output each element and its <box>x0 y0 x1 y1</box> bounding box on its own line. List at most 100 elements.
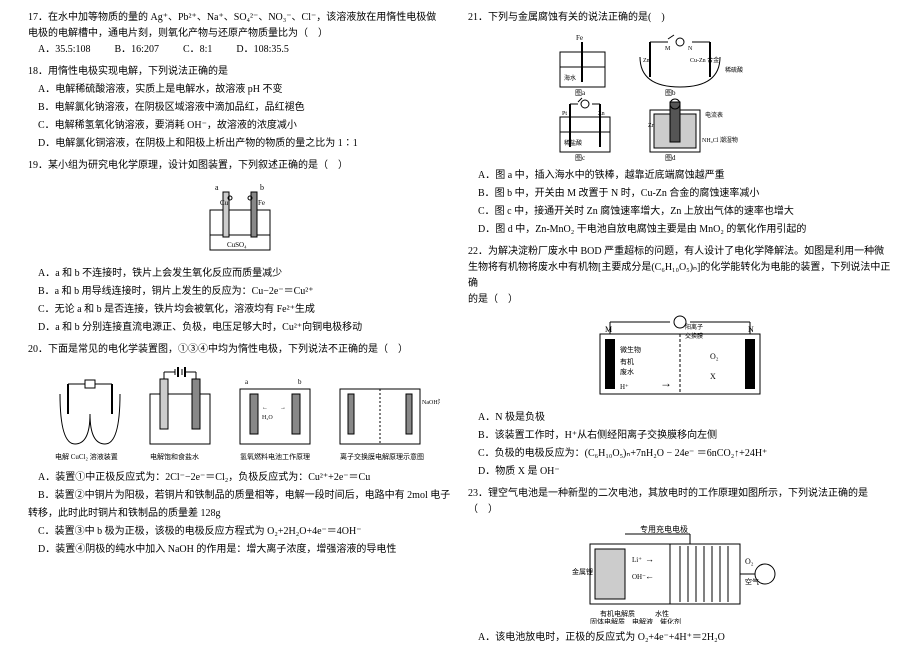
svg-text:M: M <box>665 46 671 52</box>
q21-opt-a: A．图 a 中，插入海水中的铁棒，越靠近底端腐蚀越严重 <box>478 168 892 184</box>
q18-opt-b: B．电解氯化钠溶液，在阴极区域溶液中滴加品红，品红褪色 <box>38 100 452 116</box>
q20-opt-b2: 转移，此时此时铜片和铁制品的质量差 128g <box>28 506 452 522</box>
svg-text:图d: 图d <box>665 154 676 162</box>
left-column: 17．在水中加等物质的量的 Ag⁺、Pb²⁺、Na⁺、SO₄²⁻、NO₃⁻、Cl… <box>20 10 460 641</box>
svg-text:a: a <box>245 378 249 386</box>
q20: 20．下面是常见的电化学装置图，①③④中均为惰性电极，下列说法不正确的是（ ） … <box>28 342 452 558</box>
svg-text:NH₄Cl 潮湿物: NH₄Cl 潮湿物 <box>702 136 738 144</box>
q22-stem2: 生物将有机物将废水中有机物[主要成分是(C₆H₁₀O₅)ₙ]的化学能转化为电能的… <box>468 260 892 292</box>
q17: 17．在水中加等物质的量的 Ag⁺、Pb²⁺、Na⁺、SO₄²⁻、NO₃⁻、Cl… <box>28 10 452 58</box>
svg-text:H₂O: H₂O <box>262 415 273 421</box>
q19-opt-b: B．a 和 b 用导线连接时，铜片上发生的反应为：Cu−2e⁻＝Cu²⁺ <box>38 284 452 300</box>
svg-text:废水: 废水 <box>620 367 634 376</box>
svg-text:NaOH溶液: NaOH溶液 <box>422 398 440 406</box>
svg-text:交换膜: 交换膜 <box>685 332 703 340</box>
q17-opt-d: D．108:35.5 <box>236 42 289 58</box>
q19-figure: a b Cu Fe CuSO₄ <box>195 180 285 260</box>
q17-stem1: 17．在水中加等物质的量的 Ag⁺、Pb²⁺、Na⁺、SO₄²⁻、NO₃⁻、Cl… <box>28 10 452 26</box>
svg-text:稀盐酸: 稀盐酸 <box>564 139 582 147</box>
q20-stem: 20．下面是常见的电化学装置图，①③④中均为惰性电极，下列说法不正确的是（ ） <box>28 342 452 358</box>
right-column: 21．下列与金属腐蚀有关的说法正确的是( ) Fe 海水 图a M N Zn C… <box>460 10 900 641</box>
svg-text:电流表: 电流表 <box>705 111 723 119</box>
svg-text:OH⁻: OH⁻ <box>632 573 646 581</box>
svg-text:O₂: O₂ <box>745 557 754 566</box>
q21-opt-b: B．图 b 中，开关由 M 改置于 N 时，Cu-Zn 合金的腐蚀速率减小 <box>478 186 892 202</box>
svg-text:Cu: Cu <box>220 199 229 207</box>
q22-opt-a: A．N 极是负极 <box>478 410 892 426</box>
q22-stem1: 22．为解决淀粉厂废水中 BOD 严重超标的问题，有人设计了电化学降解法。如图是… <box>468 244 892 260</box>
q21-opt-c: C．图 c 中，接通开关时 Zn 腐蚀速率增大，Zn 上放出气体的速率也增大 <box>478 204 892 220</box>
q23-stem: 23．锂空气电池是一种新型的二次电池，其放电时的工作原理如图所示，下列说法正确的… <box>468 486 892 518</box>
q21: 21．下列与金属腐蚀有关的说法正确的是( ) Fe 海水 图a M N Zn C… <box>468 10 892 238</box>
q18-stem: 18．用惰性电极实现电解，下列说法正确的是 <box>28 64 452 80</box>
svg-text:有机电解质: 有机电解质 <box>600 609 635 618</box>
q20-opt-b1: B．装置②中铜片为阳极，若铜片和铁制品的质量相等，电解一段时间后，电路中有 2m… <box>38 488 452 504</box>
svg-text:Zn: Zn <box>643 58 650 64</box>
svg-text:Zn: Zn <box>598 111 605 117</box>
svg-text:图c: 图c <box>575 154 585 162</box>
svg-text:固体电解质 电解液 催化剂: 固体电解质 电解液 催化剂 <box>590 617 681 624</box>
q20-opt-a: A．装置①中正极反应式为：2Cl⁻−2e⁻＝Cl₂，负极反应式为：Cu²⁺+2e… <box>38 470 452 486</box>
q22-figure: M N 微生物 有机 废水 H⁺ → O₂ X 阳离子 交换膜 <box>590 314 770 404</box>
svg-text:电解 CuCl₂ 溶液装置: 电解 CuCl₂ 溶液装置 <box>55 452 118 461</box>
svg-text:空气: 空气 <box>745 577 759 586</box>
svg-text:CuSO₄: CuSO₄ <box>227 241 247 249</box>
q17-opt-c: C．8:1 <box>183 42 212 58</box>
q19-stem: 19．某小组为研究电化学原理，设计如图装置，下列叙述正确的是（ ） <box>28 158 452 174</box>
q21-stem: 21．下列与金属腐蚀有关的说法正确的是( ) <box>468 10 892 26</box>
q18: 18．用惰性电极实现电解，下列说法正确的是 A．电解稀硫酸溶液，实质上是电解水，… <box>28 64 452 152</box>
svg-text:b: b <box>298 378 302 386</box>
svg-text:←: ← <box>645 571 654 581</box>
q23-figure: 专用充电电极 金属锂 Li⁺ → OH⁻ ← O₂ 空气 有机电解质 水性 固体… <box>570 524 790 624</box>
svg-text:M: M <box>605 325 612 334</box>
q18-opt-a: A．电解稀硫酸溶液，实质上是电解水，故溶液 pH 不变 <box>38 82 452 98</box>
svg-text:离子交换膜电解原理示意图: 离子交换膜电解原理示意图 <box>340 452 424 461</box>
svg-text:N: N <box>748 325 754 334</box>
q19: 19．某小组为研究电化学原理，设计如图装置，下列叙述正确的是（ ） a b Cu… <box>28 158 452 336</box>
svg-text:Li⁺: Li⁺ <box>632 556 642 564</box>
q17-stem2: 电极的电解槽中，通电片刻，则氧化产物与还原产物质量比为（ ） <box>28 26 452 42</box>
svg-text:N: N <box>688 46 693 52</box>
svg-text:Cu-Zn 合金: Cu-Zn 合金 <box>690 56 719 64</box>
q22-stem3: 的是（ ） <box>468 292 892 308</box>
svg-text:O₂: O₂ <box>710 352 719 361</box>
svg-text:Fe: Fe <box>576 34 583 42</box>
q19-opt-c: C．无论 a 和 b 是否连接，铁片均会被氧化，溶液均有 Fe²⁺生成 <box>38 302 452 318</box>
q22-opt-b: B．该装置工作时，H⁺从右侧经阳离子交换膜移向左侧 <box>478 428 892 444</box>
svg-text:图b: 图b <box>665 89 676 97</box>
q18-opt-c: C．电解稀氢氧化钠溶液，要消耗 OH⁻，故溶液的浓度减小 <box>38 118 452 134</box>
q19-opt-d: D．a 和 b 分别连接直流电源正、负极，电压足够大时，Cu²⁺向铜电极移动 <box>38 320 452 336</box>
q18-opt-d: D．电解氯化铜溶液，在阴极上和阳极上析出产物的物质的量之比为 1∶1 <box>38 136 452 152</box>
svg-text:金属锂: 金属锂 <box>572 567 593 576</box>
q17-opts: A．35.5:108 B．16:207 C．8:1 D．108:35.5 <box>38 42 452 58</box>
svg-text:有机: 有机 <box>620 357 634 366</box>
svg-text:→: → <box>660 376 672 390</box>
q23: 23．锂空气电池是一种新型的二次电池，其放电时的工作原理如图所示，下列说法正确的… <box>468 486 892 646</box>
svg-text:电解饱和食盐水: 电解饱和食盐水 <box>150 452 199 461</box>
q17-opt-b: B．16:207 <box>115 42 159 58</box>
q22: 22．为解决淀粉厂废水中 BOD 严重超标的问题，有人设计了电化学降解法。如图是… <box>468 244 892 480</box>
q20-figure: 电解 CuCl₂ 溶液装置 电解饱和食盐水 a b ← H₂O → 氢氧燃料电池… <box>40 364 440 464</box>
svg-text:←: ← <box>262 405 268 411</box>
svg-text:专用充电电极: 专用充电电极 <box>640 524 688 534</box>
q19-opt-a: A．a 和 b 不连接时，铁片上会发生氧化反应而质量减少 <box>38 266 452 282</box>
svg-text:b: b <box>260 183 264 192</box>
q22-opt-d: D．物质 X 是 OH⁻ <box>478 464 892 480</box>
svg-text:X: X <box>710 372 716 381</box>
q20-opt-d: D．装置④阴极的纯水中加入 NaOH 的作用是：增大离子浓度，增强溶液的导电性 <box>38 542 452 558</box>
svg-text:水性: 水性 <box>655 609 669 618</box>
svg-text:Zn: Zn <box>648 123 655 129</box>
q17-opt-a: A．35.5:108 <box>38 42 91 58</box>
svg-text:氢氧燃料电池工作原理: 氢氧燃料电池工作原理 <box>240 452 310 461</box>
svg-text:→: → <box>645 554 654 564</box>
q23-opt-a: A．该电池放电时，正极的反应式为 O₂+4e⁻+4H⁺＝2H₂O <box>478 630 892 646</box>
svg-text:Fe: Fe <box>258 199 265 207</box>
q21-opt-d: D．图 d 中，Zn-MnO₂ 干电池自放电腐蚀主要是由 MnO₂ 的氧化作用引… <box>478 222 892 238</box>
svg-text:H⁺: H⁺ <box>620 383 629 391</box>
svg-text:微生物: 微生物 <box>620 345 641 354</box>
q22-opt-c: C．负极的电极反应为：(C₆H₁₀O₅)ₙ+7nH₂O − 24e⁻ ＝6nCO… <box>478 446 892 462</box>
svg-text:a: a <box>215 183 219 192</box>
svg-text:稀硫酸: 稀硫酸 <box>725 66 743 74</box>
svg-text:阳离子: 阳离子 <box>685 323 703 331</box>
q21-figure: Fe 海水 图a M N Zn Cu-Zn 合金 稀硫酸 图b <box>550 32 810 162</box>
